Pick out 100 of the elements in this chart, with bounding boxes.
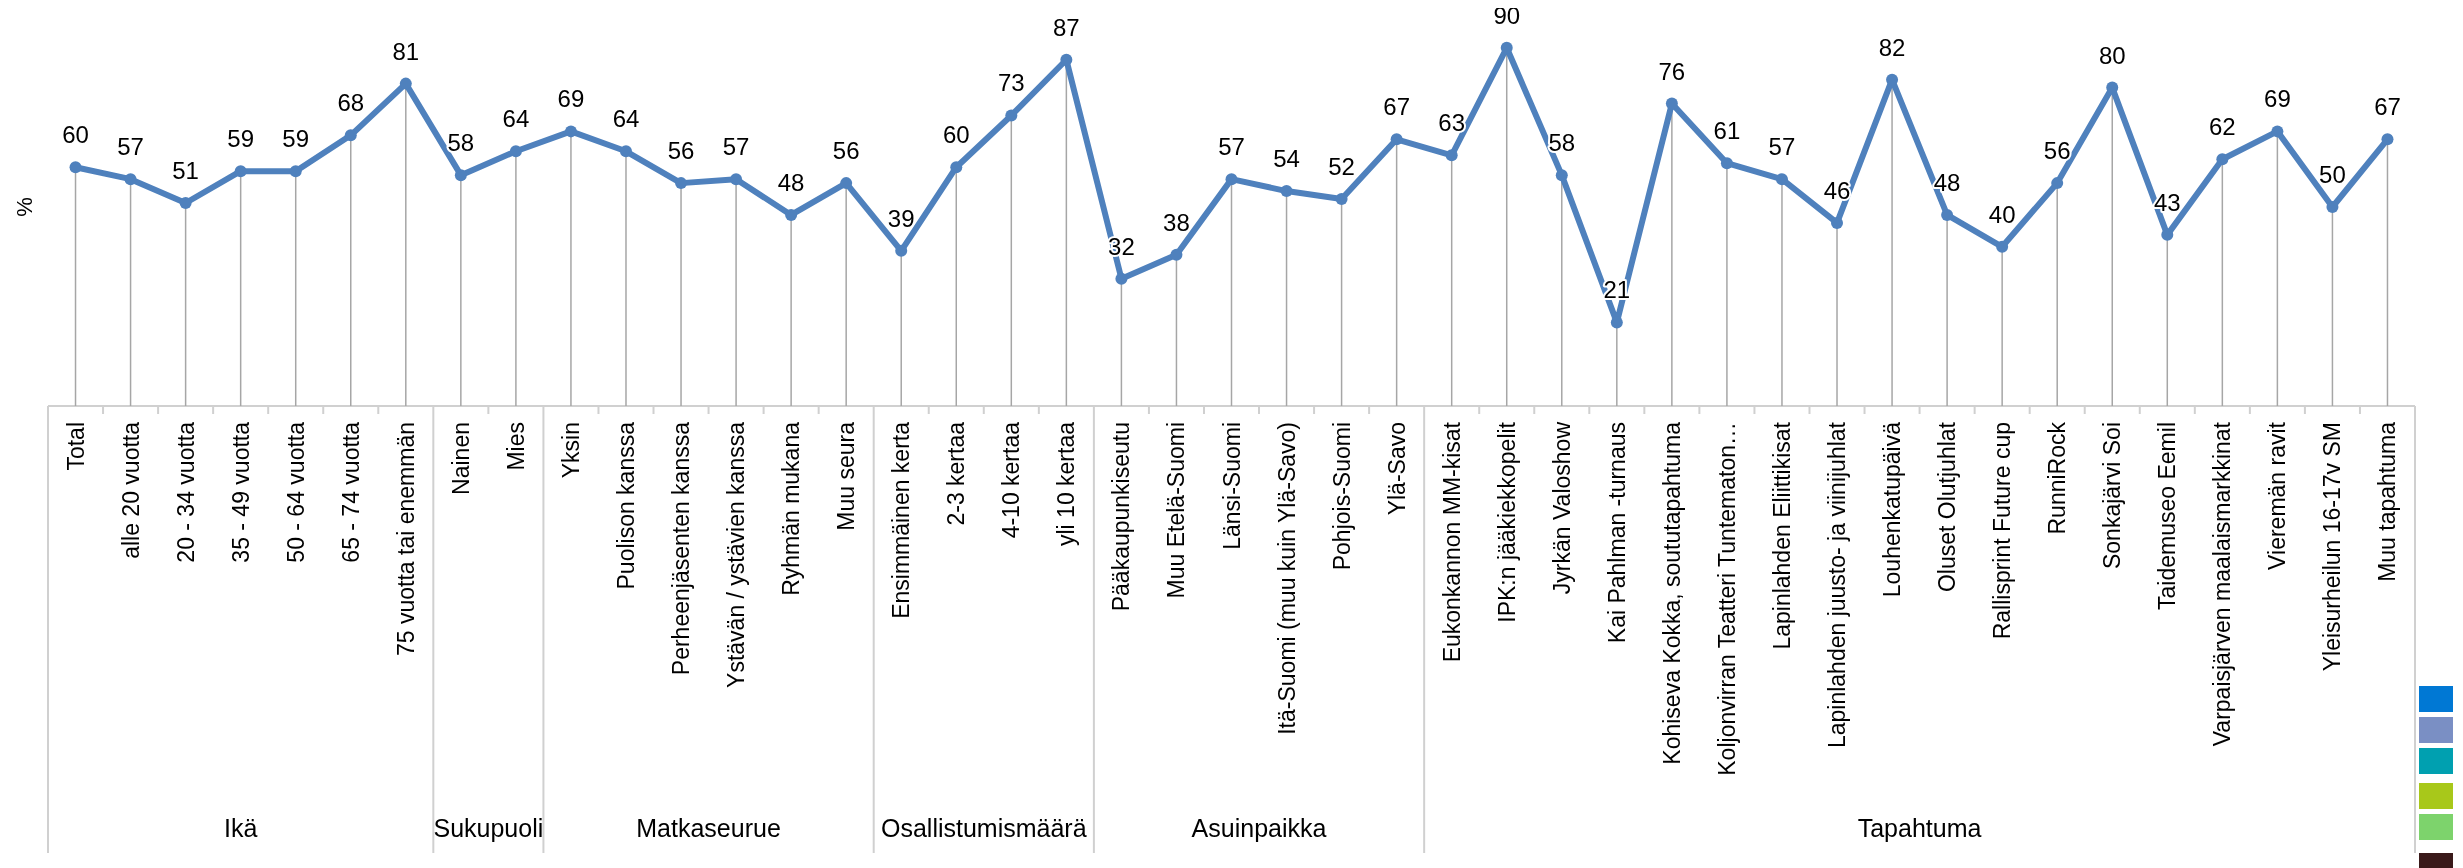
x-tick-label: Ylä-Savo [1383,422,1410,516]
point [124,173,137,186]
x-tick-label: Ensimmäinen kerta [888,421,915,619]
point [1280,185,1293,198]
x-tick-label: Pääkaupunkiseutu [1108,422,1135,612]
x-tick-label: Sonkajärvi Soi [2099,422,2126,570]
x-tick-label: 65 - 74 vuotta [337,421,364,563]
x-tick-label: Louhenkatupäivä [1879,421,1906,598]
point [1225,173,1238,186]
data-label: 50 [2319,161,2346,188]
point [1831,216,1844,229]
point [1005,109,1018,122]
data-label: 40 [1988,200,2016,228]
point [2381,133,2394,146]
text: Sukupuoli [433,814,544,842]
data-label: 63 [1438,109,1466,137]
point [179,197,192,210]
data-label: 57 [1768,133,1796,161]
point [1775,173,1788,186]
data-label: 87 [1053,13,1080,41]
point [1941,208,1954,221]
x-tick-label: Mies [502,422,529,471]
data-label: 48 [777,168,805,196]
data-label: 52 [1328,153,1355,181]
point [675,177,688,190]
text: Matkaseurue [636,814,781,842]
point [840,177,853,190]
point [564,125,577,138]
data-label: 76 [1658,57,1686,85]
point [1555,169,1568,182]
x-tick-label: Länsi-Suomi [1218,422,1245,550]
data-label: 56 [2043,137,2071,165]
x-tick-label: Muu tapahtuma [2374,421,2401,582]
data-label: 67 [1383,93,1410,121]
point [2216,153,2229,166]
x-tick-label: 35 - 49 vuotta [227,421,254,563]
point [1445,149,1458,162]
point [895,244,908,257]
x-tick-label: Perheenjäsenten kanssa [668,421,695,676]
text: Ikä [223,814,258,842]
data-label: 90 [1493,1,1521,29]
x-tick-label: Oluset Olutjuhlat [1934,421,1961,593]
data-label: 82 [1878,33,1906,61]
x-tick-label: Ryhmän mukana [778,421,805,596]
x-tick-label: Yleisurheilun 16-17v SM [2319,422,2346,672]
point [1390,133,1403,146]
data-label: 60 [942,121,970,149]
point [1060,53,1073,66]
data-label: 81 [392,37,420,65]
point [1335,193,1348,206]
data-label: 58 [447,129,475,157]
x-tick-label: 4-10 kertaa [998,421,1025,539]
x-tick-label: 2-3 kertaa [943,421,970,526]
x-tick-label: Kai Pahlman -turnaus [1603,422,1630,644]
point [1170,248,1183,261]
point [2051,177,2064,190]
x-tick-label: Total [62,422,89,471]
point [2271,125,2284,138]
x-tick-label: 50 - 64 vuotta [282,421,309,563]
data-label: 51 [172,157,199,185]
x-tick-label: Itä-Suomi (muu kuin Ylä-Savo) [1273,422,1300,735]
y-axis-title: % [11,197,37,217]
data-label: 64 [502,105,530,133]
point [69,161,82,174]
data-label: 62 [2208,113,2236,141]
point [234,165,247,178]
data-label: 61 [1713,117,1741,145]
data-label: 56 [667,137,695,165]
point [509,145,522,158]
data-label: 39 [887,204,915,232]
x-tick-label: Jyrkän Valoshow [1548,421,1575,595]
data-label: 57 [117,133,144,161]
text: Tapahtuma [1857,814,1982,842]
data-label: 59 [282,125,310,153]
data-label: 54 [1273,145,1300,173]
x-tick-label: Muu Etelä-Suomi [1163,422,1190,599]
data-label: 57 [722,133,750,161]
data-label: 59 [227,125,255,153]
x-tick-label: RunniRock [2044,421,2071,535]
x-tick-label: 20 - 34 vuotta [172,421,199,563]
data-label: 38 [1163,208,1190,236]
x-tick-label: 75 vuotta tai enemmän [392,422,419,656]
x-tick-label: Pohjois-Suomi [1328,422,1355,571]
data-label: 57 [1218,133,1245,161]
x-tick-label: Koljonvirran Teatteri Tuntematon… [1713,422,1740,776]
x-tick-label: IPK:n jääkiekkopelit [1493,421,1520,623]
data-label: 68 [337,89,365,117]
x-tick-label: Taidemuseo Eemil [2154,422,2181,610]
data-label: 73 [997,69,1025,97]
x-tick-label: Yksin [557,422,584,479]
point [785,208,798,221]
text: Osallistumismäärä [880,814,1087,842]
x-tick-label: Kohiseva Kokka, soututapahtuma [1658,421,1685,765]
point [1996,240,2009,253]
point [344,129,357,142]
x-tick-label: Rallisprint Future cup [1989,422,2016,640]
x-tick-label: Ystävän / ystävien kanssa [723,421,750,688]
x-tick-label: Lapinlahden juusto- ja viinijuhlat [1824,421,1851,749]
data-label: 64 [612,105,640,133]
x-tick-label: Lapinlahden Eliittikisat [1768,421,1795,650]
